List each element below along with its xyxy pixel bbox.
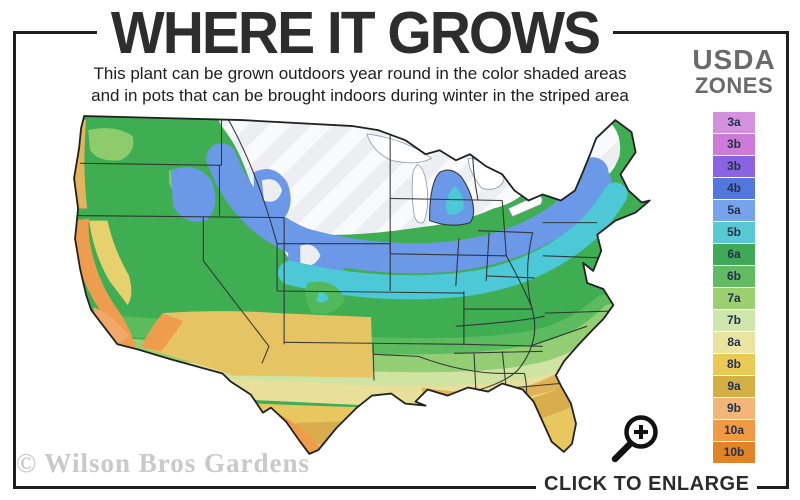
us-outline	[73, 115, 651, 455]
zone-chip-9b: 9b	[713, 398, 755, 420]
click-to-enlarge-button[interactable]: CLICK TO ENLARGE	[536, 471, 758, 497]
zone-chip-3b: 3b	[713, 134, 755, 156]
subtitle: This plant can be grown outdoors year ro…	[40, 63, 680, 108]
usda-zones-map	[70, 110, 676, 472]
zone-chip-4b: 4b	[713, 178, 755, 200]
zone-chip-5a: 5a	[713, 200, 755, 222]
watermark: © Wilson Bros Gardens	[16, 448, 310, 478]
zone-chip-8a: 8a	[713, 332, 755, 354]
magnifier-plus-icon[interactable]	[604, 408, 662, 470]
state-borders	[74, 116, 612, 412]
zone-chip-7b: 7b	[713, 310, 755, 332]
zone-chip-10a: 10a	[713, 420, 755, 442]
zone-chip-5b: 5b	[713, 222, 755, 244]
subtitle-line-2: and in pots that can be brought indoors …	[91, 86, 629, 106]
legend-heading-usda: USDA	[692, 44, 776, 75]
zone-chip-3a: 3a	[713, 112, 755, 134]
zone-chip-7a: 7a	[713, 288, 755, 310]
subtitle-line-1: This plant can be grown outdoors year ro…	[93, 64, 627, 83]
legend-heading-zones: ZONES	[694, 73, 774, 98]
zone-chip-3b: 3b	[713, 156, 755, 178]
zone-chip-10b: 10b	[713, 442, 755, 464]
zone-list: 3a 3b 3b 4b 5a 5b 6a 6b 7a 7b 8a 8b 9a 9b 10a 10b	[688, 112, 780, 464]
page-title: WHERE IT GROWS	[30, 0, 680, 68]
usda-zones-legend: USDA ZONES 3a 3b 3b 4b 5a 5b 6a 6b 7a 7b 8a 8b 9a 9b 1…	[688, 46, 780, 464]
zone-chip-6b: 6b	[713, 266, 755, 288]
zone-chip-6a: 6a	[713, 244, 755, 266]
zone-chip-9a: 9a	[713, 376, 755, 398]
zone-chip-8b: 8b	[713, 354, 755, 376]
